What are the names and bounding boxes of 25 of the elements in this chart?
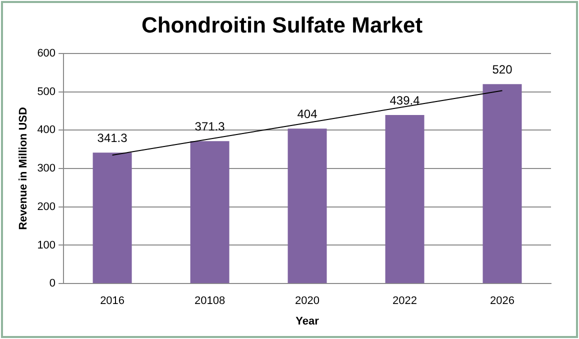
x-axis-title: Year [296,315,320,328]
data-label: 371.3 [194,119,226,134]
chart-title: Chondroitin Sulfate Market [141,12,424,38]
x-tick-label: 2026 [490,295,514,308]
y-tick-label: 600 [37,47,56,60]
data-label: 520 [492,62,513,76]
x-tick-label: 2022 [392,295,418,308]
bar [190,141,230,284]
x-tick-label: 20108 [194,295,226,308]
data-label: 404 [297,106,318,121]
y-tick-label: 300 [37,162,56,175]
y-tick-label: 400 [37,124,56,136]
x-tick-label: 2020 [295,295,320,308]
bar [482,84,522,284]
bar [385,115,424,284]
bar [92,152,132,284]
y-axis-title: Revenue in Million USD [18,107,30,230]
y-tick-label: 500 [37,86,56,98]
y-tick-label: 100 [37,239,56,252]
x-tick-label: 2016 [100,295,125,308]
y-tick-label: 200 [37,200,56,213]
y-tick-label: 0 [49,278,56,290]
bar [288,128,327,284]
data-label: 341.3 [97,130,128,145]
data-label: 439.4 [390,93,420,108]
